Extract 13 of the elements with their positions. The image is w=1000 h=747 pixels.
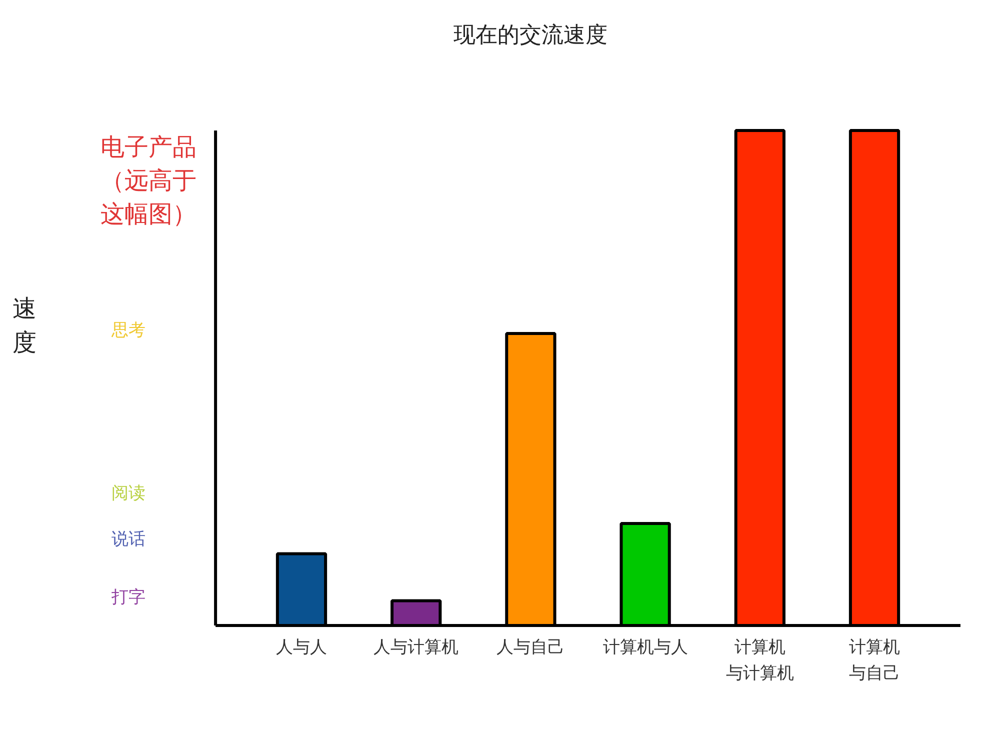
text: 打字 bbox=[110, 588, 146, 608]
text: 电子产品（远高于这幅图） bbox=[100, 132, 196, 228]
x-tick-label: 人与计算机 bbox=[374, 638, 459, 658]
x-tick-label: 计算机与自己 bbox=[849, 638, 900, 684]
text: 思考 bbox=[110, 320, 146, 340]
text: 速度 bbox=[12, 294, 36, 356]
x-tick-label: 人与人 bbox=[276, 638, 327, 658]
x-tick-label: 计算机与计算机 bbox=[726, 638, 794, 684]
text: 阅读 bbox=[112, 484, 146, 504]
text: 说话 bbox=[112, 530, 146, 550]
x-tick-label: 人与自己 bbox=[496, 638, 565, 658]
x-tick-label: 计算机与人 bbox=[602, 638, 688, 658]
chart-title: 现在的交流速度 bbox=[454, 23, 608, 48]
